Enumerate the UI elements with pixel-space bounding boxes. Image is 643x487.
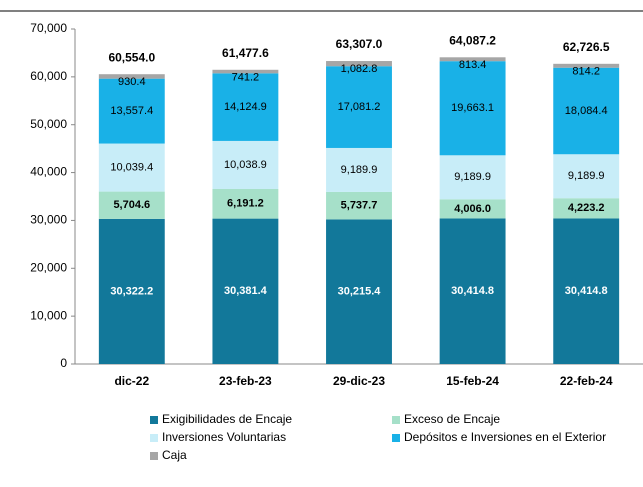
value-label: 30,414.8: [451, 285, 494, 297]
bar-segment: [326, 61, 392, 67]
value-label: 19,663.1: [451, 102, 494, 114]
legend-label: Exigibilidades de Encaje: [162, 412, 292, 426]
bar-segment: [553, 218, 620, 364]
y-tick-label: 50,000: [30, 117, 67, 131]
legend-swatch: [150, 452, 158, 460]
y-tick-label: 60,000: [30, 69, 67, 83]
value-label: 30,381.4: [224, 285, 268, 297]
value-label: 9,189.9: [341, 164, 378, 176]
value-label: 4,223.2: [568, 202, 605, 214]
total-label: 60,554.0: [108, 50, 155, 64]
bar-segment: [553, 63, 620, 68]
value-label: 17,081.2: [338, 101, 381, 113]
legend-label: Inversiones Voluntarias: [162, 430, 286, 444]
bar-segment: [326, 66, 392, 148]
legend-label: Depósitos e Inversiones en el Exterior: [404, 430, 606, 444]
x-tick-label: 22-feb-24: [560, 374, 613, 388]
value-label: 18,084.4: [565, 105, 608, 117]
value-label: 741.2: [232, 72, 260, 84]
y-tick-label: 30,000: [30, 213, 67, 227]
bar-segment: [553, 67, 620, 155]
bar-segment: [212, 140, 279, 189]
y-tick-label: 40,000: [30, 165, 67, 179]
legend-swatch: [150, 416, 158, 424]
y-tick-label: 0: [60, 356, 67, 370]
bar-segment: [212, 188, 279, 219]
value-label: 9,189.9: [454, 171, 491, 183]
value-label: 5,704.6: [113, 199, 150, 211]
bar-segment: [98, 74, 165, 79]
value-label: 13,557.4: [110, 105, 153, 117]
x-tick-label: 29-dic-23: [333, 374, 385, 388]
bar-segment: [212, 218, 279, 364]
value-label: 1,082.8: [341, 63, 378, 75]
value-label: 6,191.2: [227, 198, 264, 210]
y-tick-label: 20,000: [30, 260, 67, 274]
bar-segment: [98, 218, 165, 364]
bar-segment: [98, 143, 165, 192]
x-tick-label: 15-feb-24: [446, 374, 499, 388]
value-label: 14,124.9: [224, 101, 267, 113]
value-label: 10,038.9: [224, 159, 267, 171]
value-label: 814.2: [572, 66, 600, 78]
bar-segment: [439, 61, 506, 156]
bar-segment: [326, 191, 392, 220]
value-label: 930.4: [118, 76, 146, 88]
legend-swatch: [392, 434, 400, 442]
x-tick-label: dic-22: [114, 374, 149, 388]
bar-segment: [212, 73, 279, 141]
value-label: 9,189.9: [568, 170, 605, 182]
x-tick-label: 23-feb-23: [219, 374, 272, 388]
value-label: 30,414.8: [565, 285, 608, 297]
bar-segment: [326, 147, 392, 192]
value-label: 30,322.2: [110, 285, 153, 297]
bar-segment: [326, 219, 392, 364]
total-label: 61,477.6: [222, 46, 269, 60]
bar-segment: [553, 198, 620, 219]
value-label: 10,039.4: [110, 161, 153, 173]
value-label: 30,215.4: [338, 286, 382, 298]
y-tick-label: 70,000: [30, 21, 67, 35]
y-tick-label: 10,000: [30, 308, 67, 322]
value-label: 4,006.0: [454, 203, 491, 215]
bar-segment: [98, 78, 165, 144]
legend-label: Caja: [162, 448, 187, 462]
value-label: 5,737.7: [341, 200, 378, 212]
value-label: 813.4: [459, 59, 487, 71]
total-label: 62,726.5: [563, 40, 610, 54]
total-label: 64,087.2: [449, 33, 496, 47]
bar-segment: [439, 57, 506, 62]
legend-label: Exceso de Encaje: [404, 412, 500, 426]
bar-segment: [439, 218, 506, 364]
total-label: 63,307.0: [336, 37, 383, 51]
bar-segment: [439, 155, 506, 200]
legend-swatch: [392, 416, 400, 424]
bar-segment: [553, 154, 620, 199]
legend-swatch: [150, 434, 158, 442]
bar-segment: [98, 191, 165, 219]
bar-segment: [212, 69, 279, 74]
bar-segment: [439, 199, 506, 219]
